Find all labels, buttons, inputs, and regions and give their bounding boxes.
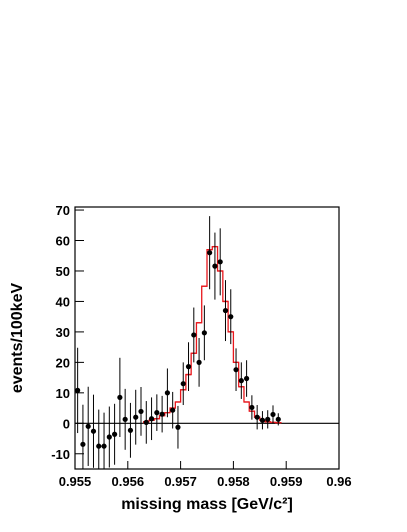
data-point xyxy=(96,443,102,449)
data-point xyxy=(233,367,239,373)
data-point xyxy=(122,416,128,422)
data-point xyxy=(133,414,139,420)
model-histogram-outline xyxy=(142,245,282,424)
data-point xyxy=(270,411,276,418)
y-tick-label: 40 xyxy=(56,294,70,309)
data-point xyxy=(217,259,223,265)
data-point xyxy=(244,375,250,382)
data-point xyxy=(249,404,255,411)
data-point xyxy=(201,330,207,336)
y-tick-label: 60 xyxy=(56,234,70,249)
x-tick-label: 0.956 xyxy=(112,474,145,489)
y-tick-label: 20 xyxy=(56,355,70,370)
data-point xyxy=(127,427,134,433)
y-tick-label: 10 xyxy=(56,386,70,401)
y-axis-label: events/100keV xyxy=(9,283,26,394)
data-point xyxy=(80,441,86,447)
data-point xyxy=(212,263,218,269)
data-point xyxy=(138,408,144,415)
data-point xyxy=(159,411,165,417)
data-point xyxy=(101,443,107,449)
data-point xyxy=(170,407,176,413)
data-point xyxy=(106,434,112,440)
data-point xyxy=(85,423,91,429)
data-point xyxy=(265,416,271,422)
x-tick-label: 0.96 xyxy=(326,474,351,489)
data-point xyxy=(180,381,186,387)
plot-frame xyxy=(74,206,340,470)
data-point xyxy=(275,416,281,422)
y-tick-label: 70 xyxy=(56,203,70,218)
data-point xyxy=(117,394,123,401)
data-point xyxy=(254,414,260,420)
y-tick-label: 30 xyxy=(56,325,70,340)
y-tick-label: 50 xyxy=(56,264,70,279)
y-tick-label: 0 xyxy=(63,416,70,431)
data-point xyxy=(259,417,266,423)
data-point xyxy=(238,378,244,384)
data-point xyxy=(191,332,197,338)
data-point xyxy=(185,364,192,370)
x-tick-label: 0.957 xyxy=(164,474,197,489)
data-point xyxy=(148,416,155,422)
data-point xyxy=(207,250,213,256)
data-point xyxy=(222,307,229,314)
data-point xyxy=(75,387,81,393)
data-point xyxy=(228,314,234,320)
data-point xyxy=(175,424,181,430)
x-axis-label: missing mass [GeV/c²] xyxy=(121,496,293,513)
x-tick-label: 0.955 xyxy=(59,474,92,489)
y-tick-label: -10 xyxy=(51,447,70,462)
data-point xyxy=(143,419,149,425)
x-tick-label: 0.958 xyxy=(217,474,250,489)
data-point xyxy=(112,431,118,437)
data-point xyxy=(196,359,202,365)
data-point xyxy=(90,428,97,434)
data-point xyxy=(154,410,160,416)
x-tick-label: 0.959 xyxy=(270,474,303,489)
data-point xyxy=(164,390,170,396)
